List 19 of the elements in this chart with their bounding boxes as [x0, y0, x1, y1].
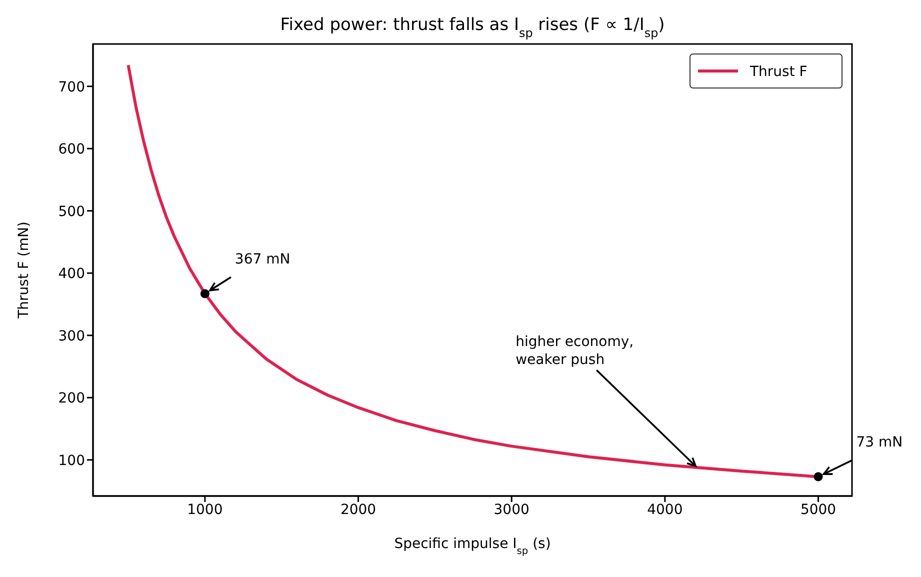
- y-tick-label: 400: [58, 266, 85, 282]
- x-tick-label: 4000: [647, 502, 683, 518]
- x-tick-label: 2000: [340, 502, 376, 518]
- legend-label: Thrust F: [749, 64, 808, 80]
- y-tick-label: 300: [58, 328, 85, 344]
- x-tick-label: 3000: [494, 502, 530, 518]
- y-tick-label: 200: [58, 390, 85, 407]
- chart-title: Fixed power: thrust falls as I$_{sp}$ rises (F ∝ 1/I$_{sp}$): [280, 15, 665, 40]
- x-tick-label: 5000: [800, 502, 836, 518]
- annotation: 367 mN: [234, 252, 290, 268]
- y-axis-title: Thrust F (mN): [16, 222, 32, 320]
- annotation: higher economy, weaker push: [516, 334, 634, 368]
- y-tick-label: 100: [58, 452, 85, 469]
- x-tick-label: 1000: [187, 502, 223, 518]
- x-axis-title: Specific impulse I$_{sp}$ (s): [394, 536, 551, 556]
- y-tick-label: 700: [58, 79, 85, 96]
- y-tick-label: 500: [58, 204, 85, 220]
- y-tick-label: 600: [58, 142, 85, 158]
- annotation: 73 mN: [856, 434, 903, 451]
